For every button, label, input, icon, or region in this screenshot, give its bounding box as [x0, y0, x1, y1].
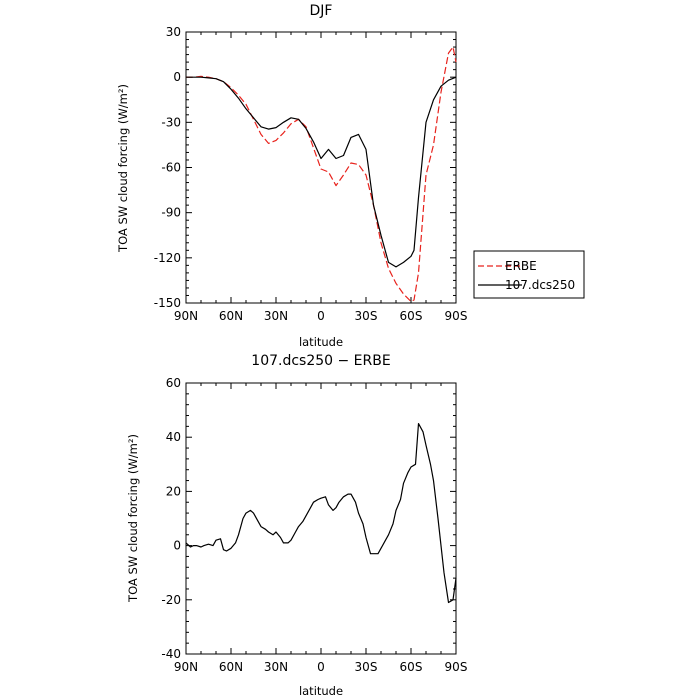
bottom-ytick-label: 60 [166, 376, 181, 390]
top-ytick-label: 0 [173, 70, 181, 84]
bottom-y-tick-labels: 60 40 20 0 -20 -40 [161, 376, 181, 661]
bottom-plot-frame [185, 382, 457, 655]
bottom-x-axis-label: latitude [299, 684, 343, 698]
top-xtick-label: 90S [445, 309, 468, 323]
top-x-axis-label: latitude [299, 335, 343, 349]
bottom-xtick-label: 60S [400, 660, 423, 674]
legend-erbe-label: ERBE [505, 259, 537, 273]
top-xtick-label: 0 [317, 309, 325, 323]
legend-model-label: 107.dcs250 [505, 278, 575, 292]
top-ytick-label: -150 [154, 296, 181, 310]
top-xtick-label: 90N [174, 309, 198, 323]
top-xtick-label: 30N [264, 309, 288, 323]
top-x-tick-labels: 90N 60N 30N 0 30S 60S 90S [174, 309, 468, 323]
bottom-y-axis-label: TOA SW cloud forcing (W/m²) [126, 434, 140, 603]
bottom-axis-ticks [185, 382, 457, 655]
bottom-xtick-label: 30N [264, 660, 288, 674]
bottom-panel-title: 107.dcs250 − ERBE [251, 353, 390, 369]
bottom-ytick-label: -20 [161, 593, 181, 607]
top-y-axis-label: TOA SW cloud forcing (W/m²) [116, 84, 130, 253]
top-series-line-erbe [186, 46, 457, 303]
bottom-ytick-label: 40 [166, 430, 181, 444]
legend-box [473, 250, 585, 299]
bottom-xtick-label: 90S [445, 660, 468, 674]
bottom-ytick-label: -40 [161, 647, 181, 661]
bottom-xtick-label: 60N [219, 660, 243, 674]
top-y-tick-labels: 30 0 -30 -60 -90 -120 -150 [154, 25, 181, 310]
top-series-group [186, 46, 457, 303]
top-series-line-107-dcs250 [186, 76, 457, 268]
top-axis-ticks [185, 31, 457, 304]
top-xtick-label: 60S [400, 309, 423, 323]
top-plot-frame [185, 31, 457, 304]
top-ytick-label: -90 [161, 206, 181, 220]
bottom-series-group [185, 423, 457, 604]
bottom-x-tick-labels: 90N 60N 30N 0 30S 60S 90S [174, 660, 468, 674]
top-panel: DJF 30 0 -30 -60 -90 -120 -150 90N 60N 30N 0 30S 60… [116, 3, 585, 349]
bottom-panel: 107.dcs250 − ERBE 60 40 20 0 -20 -40 90N 60N 30… [126, 353, 467, 698]
top-xtick-label: 30S [355, 309, 378, 323]
top-ytick-label: -30 [161, 115, 181, 129]
bottom-xtick-label: 0 [317, 660, 325, 674]
bottom-ytick-label: 20 [166, 484, 181, 498]
top-panel-title: DJF [310, 3, 333, 19]
top-ytick-label: 30 [166, 25, 181, 39]
bottom-xtick-label: 90N [174, 660, 198, 674]
top-xtick-label: 60N [219, 309, 243, 323]
bottom-ytick-label: 0 [173, 539, 181, 553]
bottom-xtick-label: 30S [355, 660, 378, 674]
top-legend: ERBE 107.dcs250 [473, 250, 585, 299]
top-ytick-label: -60 [161, 161, 181, 175]
top-ytick-label: -120 [154, 251, 181, 265]
bottom-series-line-0 [185, 423, 457, 604]
